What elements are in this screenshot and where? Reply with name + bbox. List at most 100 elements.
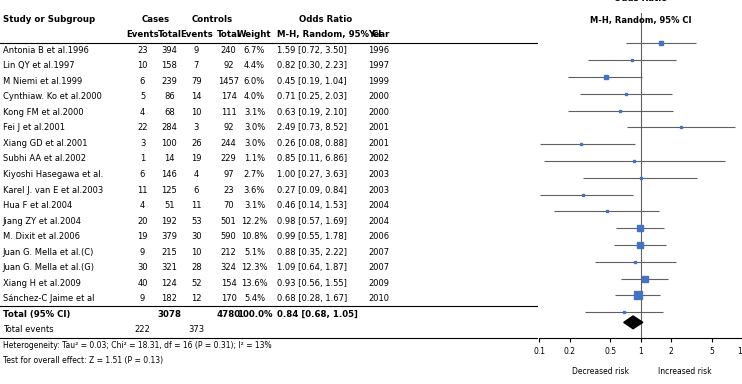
- Text: M. Dixit et al.2006: M. Dixit et al.2006: [3, 232, 79, 241]
- Text: 0.93 [0.56, 1.55]: 0.93 [0.56, 1.55]: [277, 279, 347, 288]
- Text: Kong FM et al.2000: Kong FM et al.2000: [3, 108, 83, 117]
- Text: 51: 51: [164, 201, 174, 210]
- Text: 324: 324: [220, 263, 237, 272]
- Text: Total events: Total events: [3, 325, 53, 334]
- Text: 0.46 [0.14, 1.53]: 0.46 [0.14, 1.53]: [277, 201, 347, 210]
- Text: 124: 124: [162, 279, 177, 288]
- Text: 3.0%: 3.0%: [244, 139, 265, 148]
- Text: 0.63 [0.19, 2.10]: 0.63 [0.19, 2.10]: [277, 108, 347, 117]
- Text: 12.3%: 12.3%: [241, 263, 268, 272]
- Text: 13.6%: 13.6%: [241, 279, 268, 288]
- Text: 3.6%: 3.6%: [244, 185, 265, 195]
- Text: 7: 7: [194, 61, 199, 70]
- Text: 170: 170: [220, 294, 237, 303]
- Text: 154: 154: [221, 279, 237, 288]
- Text: 1.59 [0.72, 3.50]: 1.59 [0.72, 3.50]: [277, 46, 347, 55]
- Text: 4.0%: 4.0%: [244, 93, 265, 101]
- Text: 6: 6: [140, 77, 145, 86]
- Text: Lin QY et al.1997: Lin QY et al.1997: [3, 61, 74, 70]
- Text: 2003: 2003: [369, 185, 390, 195]
- Text: 0.82 [0.30, 2.23]: 0.82 [0.30, 2.23]: [277, 61, 347, 70]
- Text: 19: 19: [191, 154, 202, 164]
- Text: 240: 240: [221, 46, 237, 55]
- Text: 6.0%: 6.0%: [244, 77, 265, 86]
- Text: 5: 5: [140, 93, 145, 101]
- Text: 20: 20: [137, 217, 148, 225]
- Text: 3: 3: [140, 139, 145, 148]
- Text: 1457: 1457: [218, 77, 239, 86]
- Text: 3078: 3078: [157, 310, 182, 319]
- Text: 125: 125: [162, 185, 177, 195]
- Text: 79: 79: [191, 77, 202, 86]
- Text: 2002: 2002: [369, 154, 390, 164]
- Text: Study or Subgroup: Study or Subgroup: [3, 15, 95, 24]
- Text: 215: 215: [162, 248, 177, 257]
- Text: 4.4%: 4.4%: [244, 61, 265, 70]
- Text: 0.98 [0.57, 1.69]: 0.98 [0.57, 1.69]: [277, 217, 347, 225]
- Text: 52: 52: [191, 279, 202, 288]
- Text: 212: 212: [221, 248, 237, 257]
- Text: Total (95% CI): Total (95% CI): [3, 310, 70, 319]
- Text: 4: 4: [140, 201, 145, 210]
- Text: 2000: 2000: [369, 93, 390, 101]
- Text: Xiang GD et al.2001: Xiang GD et al.2001: [3, 139, 88, 148]
- Text: 2003: 2003: [369, 170, 390, 179]
- Text: 3: 3: [194, 123, 199, 132]
- Text: Cases: Cases: [142, 15, 170, 24]
- Text: 11: 11: [137, 185, 148, 195]
- Text: 23: 23: [223, 185, 234, 195]
- Text: Jiang ZY et al.2004: Jiang ZY et al.2004: [3, 217, 82, 225]
- Text: 9: 9: [140, 248, 145, 257]
- Text: 70: 70: [223, 201, 234, 210]
- Text: Heterogeneity: Tau² = 0.03; Chi² = 18.31, df = 16 (P = 0.31); I² = 13%: Heterogeneity: Tau² = 0.03; Chi² = 18.31…: [3, 341, 272, 350]
- Text: 2009: 2009: [369, 279, 390, 288]
- Text: 394: 394: [162, 46, 177, 55]
- Text: 373: 373: [188, 325, 204, 334]
- Text: 111: 111: [221, 108, 237, 117]
- Text: Sánchez-C Jaime et al: Sánchez-C Jaime et al: [3, 294, 94, 303]
- Text: Events: Events: [126, 30, 159, 39]
- Text: 182: 182: [162, 294, 177, 303]
- Text: 2007: 2007: [369, 248, 390, 257]
- Text: 1996: 1996: [369, 46, 390, 55]
- Text: 239: 239: [162, 77, 177, 86]
- Text: Kiyoshi Hasegawa et al.: Kiyoshi Hasegawa et al.: [3, 170, 103, 179]
- Text: 3.1%: 3.1%: [244, 201, 265, 210]
- Text: 1: 1: [140, 154, 145, 164]
- Text: 11: 11: [191, 201, 202, 210]
- Text: 10: 10: [137, 61, 148, 70]
- Text: 1999: 1999: [369, 77, 390, 86]
- Text: 100: 100: [162, 139, 177, 148]
- Text: Total: Total: [157, 30, 181, 39]
- Text: 0.27 [0.09, 0.84]: 0.27 [0.09, 0.84]: [277, 185, 347, 195]
- Text: 1.09 [0.64, 1.87]: 1.09 [0.64, 1.87]: [277, 263, 347, 272]
- Text: 174: 174: [220, 93, 237, 101]
- Text: Odds Ratio: Odds Ratio: [614, 0, 667, 3]
- Text: 9: 9: [140, 294, 145, 303]
- Text: Increased risk: Increased risk: [658, 367, 712, 376]
- Text: 1.1%: 1.1%: [244, 154, 265, 164]
- Text: 4: 4: [194, 170, 199, 179]
- Text: 10: 10: [191, 248, 202, 257]
- Text: 2004: 2004: [369, 217, 390, 225]
- Text: 0.68 [0.28, 1.67]: 0.68 [0.28, 1.67]: [277, 294, 347, 303]
- Text: 0.85 [0.11, 6.86]: 0.85 [0.11, 6.86]: [277, 154, 347, 164]
- Text: 92: 92: [223, 123, 234, 132]
- Text: 12.2%: 12.2%: [241, 217, 268, 225]
- Text: 4: 4: [140, 108, 145, 117]
- Text: 3.1%: 3.1%: [244, 108, 265, 117]
- Text: 5.4%: 5.4%: [244, 294, 265, 303]
- Text: 97: 97: [223, 170, 234, 179]
- Text: 4780: 4780: [217, 310, 240, 319]
- Text: 28: 28: [191, 263, 202, 272]
- Text: Xiang H et al.2009: Xiang H et al.2009: [3, 279, 81, 288]
- Text: 192: 192: [162, 217, 177, 225]
- Text: Subhi AA et al.2002: Subhi AA et al.2002: [3, 154, 85, 164]
- Text: Total: Total: [217, 30, 240, 39]
- Text: 6: 6: [194, 185, 199, 195]
- Text: Cynthiaw. Ko et al.2000: Cynthiaw. Ko et al.2000: [3, 93, 102, 101]
- Text: 1997: 1997: [369, 61, 390, 70]
- Text: 10: 10: [191, 108, 202, 117]
- Text: 26: 26: [191, 139, 202, 148]
- Text: 6: 6: [140, 170, 145, 179]
